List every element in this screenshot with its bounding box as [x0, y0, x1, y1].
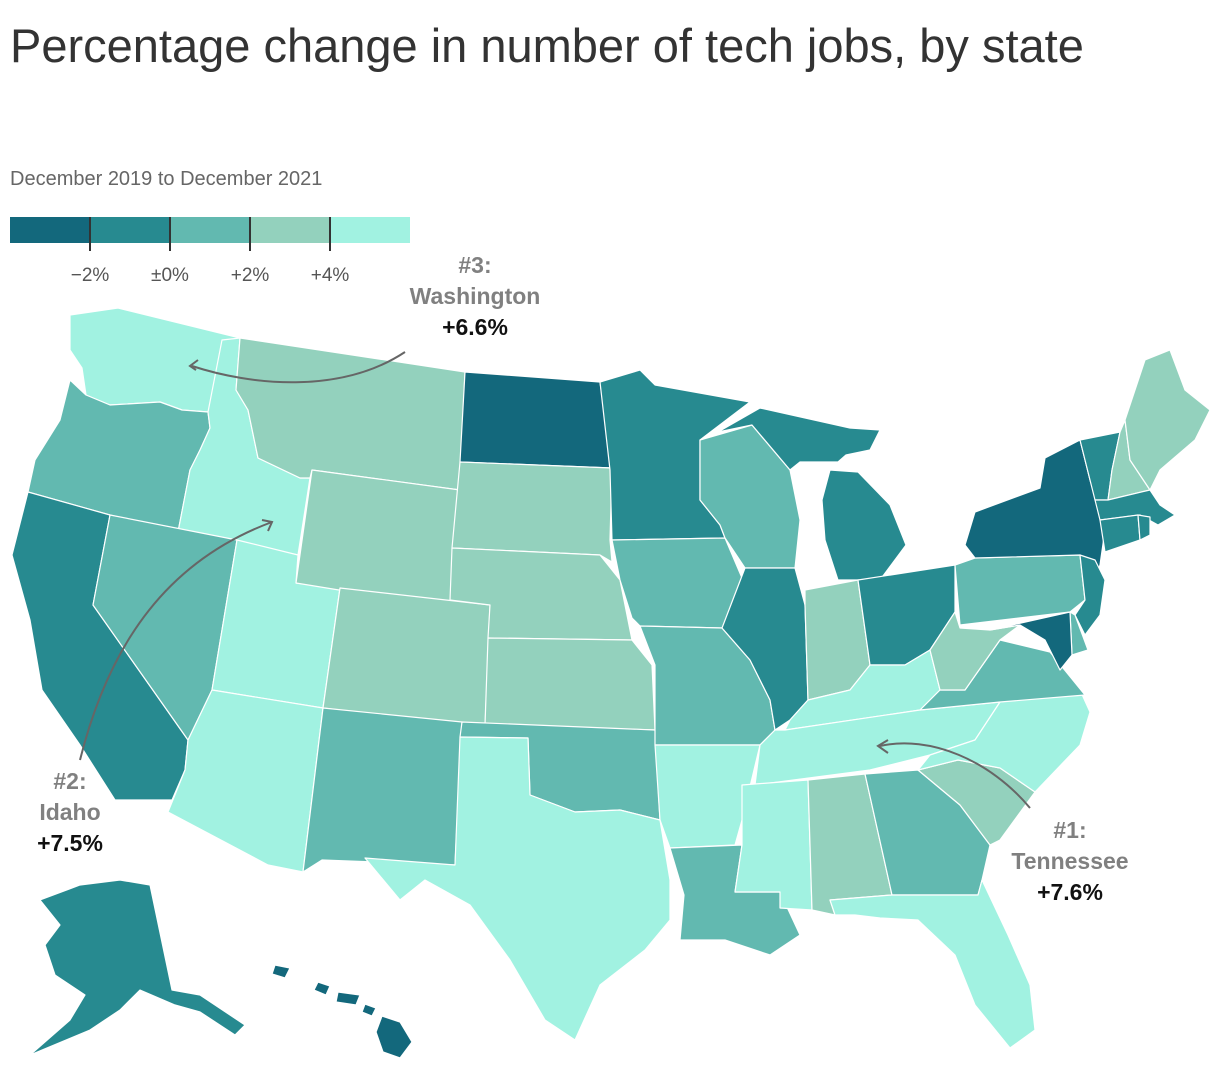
chart-title: Percentage change in number of tech jobs…	[10, 19, 1084, 72]
state-new-jersey	[1074, 554, 1106, 636]
legend-swatch-2	[90, 217, 170, 243]
callout-value: +7.5%	[37, 830, 103, 856]
arrow-tennessee	[879, 742, 1031, 809]
legend-swatch-1	[10, 217, 90, 243]
state-maine	[1124, 349, 1211, 491]
state-south-dakota	[451, 461, 613, 563]
callout-value: +7.6%	[1037, 879, 1103, 905]
arrow-washington	[191, 351, 406, 384]
state-colorado	[322, 587, 491, 729]
chart-subtitle: December 2019 to December 2021	[10, 168, 323, 190]
legend-swatch-4	[250, 217, 330, 243]
state-north-carolina	[917, 689, 1091, 793]
state-mississippi	[734, 779, 813, 911]
state-texas	[364, 736, 671, 1041]
legend-swatch-3	[170, 217, 250, 243]
callout-rank: #3:	[458, 252, 492, 278]
legend-tick-4	[329, 217, 331, 251]
legend-tick-1	[89, 217, 91, 251]
legend-tick-label-1: −2%	[70, 265, 110, 286]
state-rhode-island	[1137, 514, 1151, 541]
callout-arrows	[79, 351, 1031, 809]
state-kansas	[484, 637, 656, 731]
legend-swatch-5	[330, 217, 410, 243]
legend-swatches	[10, 217, 410, 243]
callout-state: Idaho	[39, 799, 101, 825]
legend-tick-label-2: ±0%	[151, 265, 189, 286]
callout-washington: #3: Washington +6.6%	[385, 250, 565, 343]
legend-tick-label-4: +4%	[310, 265, 350, 286]
state-iowa	[611, 537, 746, 629]
state-wyoming	[295, 469, 461, 609]
arrow-idaho	[79, 521, 273, 761]
callout-idaho: #2: Idaho +7.5%	[10, 766, 130, 859]
state-new-york	[964, 439, 1106, 581]
state-hawaii	[271, 964, 413, 1059]
legend-tick-label-3: +2%	[230, 265, 270, 286]
legend-tick-2	[169, 217, 171, 251]
arrowhead-idaho	[261, 519, 274, 532]
state-florida	[829, 879, 1036, 1049]
legend-tick-3	[249, 217, 251, 251]
state-connecticut	[1099, 514, 1141, 553]
callout-value: +6.6%	[442, 314, 508, 340]
color-legend: −2% ±0% +2% +4%	[10, 217, 410, 297]
callout-tennessee: #1: Tennessee +7.6%	[985, 815, 1155, 908]
state-north-dakota	[459, 371, 613, 469]
state-illinois	[721, 567, 809, 731]
callout-rank: #1:	[1053, 817, 1087, 843]
arrowhead-washington	[188, 359, 199, 371]
state-maryland	[989, 611, 1073, 671]
arrowhead-tennessee	[876, 739, 889, 754]
state-new-mexico	[302, 707, 463, 873]
callout-state: Tennessee	[1011, 848, 1129, 874]
state-alaska	[29, 879, 246, 1056]
callout-state: Washington	[409, 283, 541, 309]
callout-rank: #2:	[53, 768, 87, 794]
